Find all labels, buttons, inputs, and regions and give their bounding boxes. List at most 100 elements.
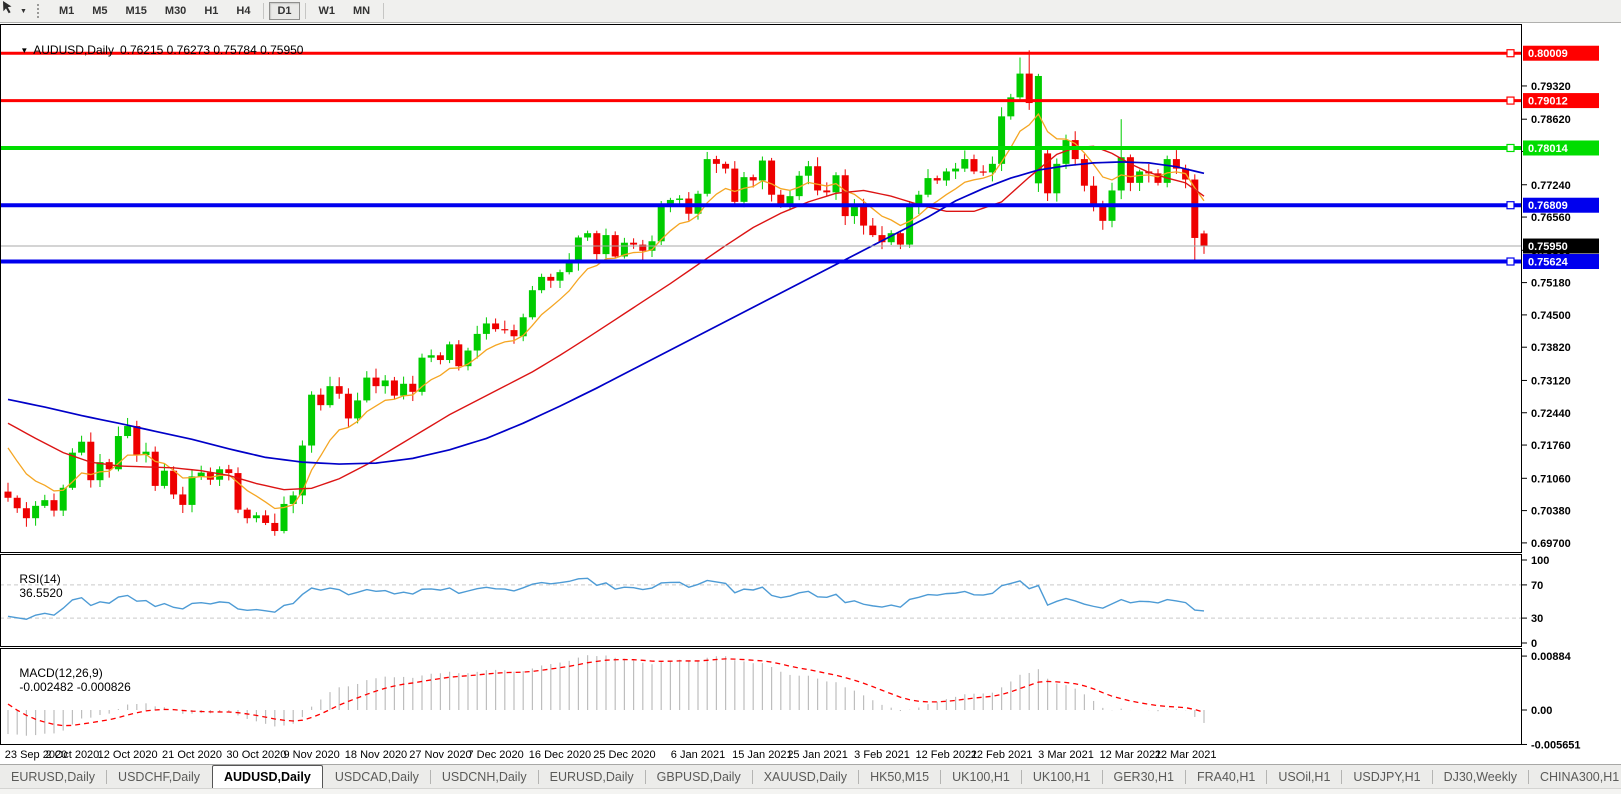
svg-text:0.75624: 0.75624 <box>1528 257 1569 269</box>
macd-name: MACD(12,26,9) <box>19 666 103 680</box>
timeframe-button-m30[interactable]: M30 <box>157 2 194 20</box>
tab-separator <box>1341 770 1343 784</box>
svg-text:0.00: 0.00 <box>1531 705 1552 717</box>
svg-text:0.78620: 0.78620 <box>1531 114 1571 126</box>
svg-text:0.69700: 0.69700 <box>1531 538 1571 550</box>
chart-tab-usdchf-daily[interactable]: USDCHF,Daily <box>118 770 200 784</box>
svg-text:22 Feb 2021: 22 Feb 2021 <box>971 749 1033 761</box>
svg-text:0.76560: 0.76560 <box>1531 212 1571 224</box>
svg-text:25 Dec 2020: 25 Dec 2020 <box>593 749 655 761</box>
svg-text:0.79012: 0.79012 <box>1528 96 1568 108</box>
rsi-value: 36.5520 <box>19 586 63 600</box>
svg-text:0.73820: 0.73820 <box>1531 342 1571 354</box>
svg-text:0.73120: 0.73120 <box>1531 375 1571 387</box>
macd-indicator-label: MACD(12,26,9) -0.002482 -0.000826 <box>6 652 131 708</box>
rsi-indicator-label: RSI(14) 36.5520 <box>6 558 63 614</box>
tab-separator <box>644 770 646 784</box>
svg-text:0.71760: 0.71760 <box>1531 440 1571 452</box>
svg-text:0.79320: 0.79320 <box>1531 81 1571 93</box>
ohlc-toggle-icon[interactable]: ▼ <box>20 46 29 55</box>
tab-separator <box>106 770 108 784</box>
svg-text:0.75950: 0.75950 <box>1528 241 1568 253</box>
svg-text:7 Dec 2020: 7 Dec 2020 <box>467 749 523 761</box>
svg-text:22 Mar 2021: 22 Mar 2021 <box>1155 749 1217 761</box>
chart-tab-xauusd-daily[interactable]: XAUUSD,Daily <box>763 770 848 784</box>
tab-separator <box>429 770 431 784</box>
chart-tab-usdcad-daily[interactable]: USDCAD,Daily <box>334 770 419 784</box>
ohlc-values: 0.76215 0.76273 0.75784 0.75950 <box>119 43 304 57</box>
svg-text:0.75180: 0.75180 <box>1531 278 1571 290</box>
svg-text:15 Jan 2021: 15 Jan 2021 <box>732 749 793 761</box>
chart-tab-fra40-h1[interactable]: FRA40,H1 <box>1196 770 1256 784</box>
cursor-tool-icon[interactable] <box>3 1 19 19</box>
svg-text:3 Mar 2021: 3 Mar 2021 <box>1038 749 1094 761</box>
svg-text:12 Oct 2020: 12 Oct 2020 <box>98 749 158 761</box>
svg-text:18 Nov 2020: 18 Nov 2020 <box>345 749 407 761</box>
timeframe-button-mn[interactable]: MN <box>345 2 378 20</box>
toolbar-grip[interactable] <box>36 4 43 18</box>
macd-values: -0.002482 -0.000826 <box>19 680 131 694</box>
svg-text:16 Dec 2020: 16 Dec 2020 <box>529 749 591 761</box>
svg-text:3 Feb 2021: 3 Feb 2021 <box>854 749 910 761</box>
tab-separator <box>1020 770 1022 784</box>
chart-tab-hk50-m15[interactable]: HK50,M15 <box>870 770 930 784</box>
svg-text:30: 30 <box>1531 613 1543 625</box>
svg-text:9 Nov 2020: 9 Nov 2020 <box>283 749 339 761</box>
svg-text:2 Oct 2020: 2 Oct 2020 <box>45 749 99 761</box>
chart-title: ▼ AUDUSD,Daily 0.76215 0.76273 0.75784 0.7… <box>7 29 303 71</box>
chart-tab-eurusd-daily[interactable]: EURUSD,Daily <box>11 770 96 784</box>
svg-text:21 Oct 2020: 21 Oct 2020 <box>162 749 222 761</box>
timeframe-button-d1[interactable]: D1 <box>269 2 300 20</box>
chart-tab-uk100-h1[interactable]: UK100,H1 <box>1032 770 1091 784</box>
timeframe-button-h1[interactable]: H1 <box>196 2 226 20</box>
toolbar-separator <box>383 3 385 19</box>
cursor-tool-caret-icon[interactable]: ▼ <box>20 7 27 15</box>
svg-text:30 Oct 2020: 30 Oct 2020 <box>226 749 286 761</box>
svg-text:100: 100 <box>1531 555 1549 567</box>
tab-separator <box>751 770 753 784</box>
price-chart-canvas[interactable]: 0.793200.786200.779400.772400.765600.758… <box>0 0 1621 764</box>
tab-separator <box>1528 770 1529 784</box>
svg-text:0: 0 <box>1531 638 1537 650</box>
svg-text:12 Mar 2021: 12 Mar 2021 <box>1100 749 1162 761</box>
timeframe-toolbar: ▼ M1 M5 M15 M30 H1 H4 D1 W1 MN <box>0 0 1621 23</box>
svg-text:6 Jan 2021: 6 Jan 2021 <box>671 749 725 761</box>
symbol-title: AUDUSD,Daily <box>33 43 114 57</box>
timeframe-button-m1[interactable]: M1 <box>51 2 82 20</box>
chart-tab-china300-h1[interactable]: CHINA300,H1 <box>1540 770 1620 784</box>
chart-tab-usdjpy-h1[interactable]: USDJPY,H1 <box>1353 770 1421 784</box>
tab-separator <box>1101 770 1103 784</box>
chart-tab-gbpusd-daily[interactable]: GBPUSD,Daily <box>656 770 741 784</box>
chart-tab-audusd-daily[interactable]: AUDUSD,Daily <box>212 765 323 789</box>
svg-text:0.70380: 0.70380 <box>1531 506 1571 518</box>
chart-tab-eurusd-daily[interactable]: EURUSD,Daily <box>549 770 634 784</box>
chart-tab-usoil-h1[interactable]: USOil,H1 <box>1278 770 1331 784</box>
chart-tab-uk100-h1[interactable]: UK100,H1 <box>952 770 1010 784</box>
chart-tab-usdcnh-daily[interactable]: USDCNH,Daily <box>441 770 527 784</box>
svg-text:25 Jan 2021: 25 Jan 2021 <box>787 749 848 761</box>
svg-text:0.74500: 0.74500 <box>1531 310 1571 322</box>
svg-text:0.76809: 0.76809 <box>1528 200 1568 212</box>
svg-text:0.72440: 0.72440 <box>1531 408 1571 420</box>
tab-separator <box>537 770 539 784</box>
svg-text:-0.005651: -0.005651 <box>1531 739 1581 751</box>
chart-tab-dj30-weekly[interactable]: DJ30,Weekly <box>1443 770 1517 784</box>
timeframe-button-m5[interactable]: M5 <box>84 2 115 20</box>
svg-text:0.71060: 0.71060 <box>1531 473 1571 485</box>
timeframe-button-h4[interactable]: H4 <box>228 2 258 20</box>
tab-separator <box>1184 770 1186 784</box>
svg-text:0.00884: 0.00884 <box>1531 651 1572 663</box>
svg-text:27 Nov 2020: 27 Nov 2020 <box>409 749 471 761</box>
svg-text:70: 70 <box>1531 580 1543 592</box>
chart-tab-ger30-h1[interactable]: GER30,H1 <box>1113 770 1174 784</box>
tab-separator <box>1266 770 1268 784</box>
tab-separator <box>940 770 942 784</box>
svg-text:12 Feb 2021: 12 Feb 2021 <box>916 749 978 761</box>
status-strip <box>0 788 1621 794</box>
timeframe-button-m15[interactable]: M15 <box>118 2 155 20</box>
rsi-name: RSI(14) <box>19 572 61 586</box>
timeframe-button-w1[interactable]: W1 <box>311 2 344 20</box>
svg-text:0.77240: 0.77240 <box>1531 180 1571 192</box>
toolbar-separator <box>263 3 265 19</box>
